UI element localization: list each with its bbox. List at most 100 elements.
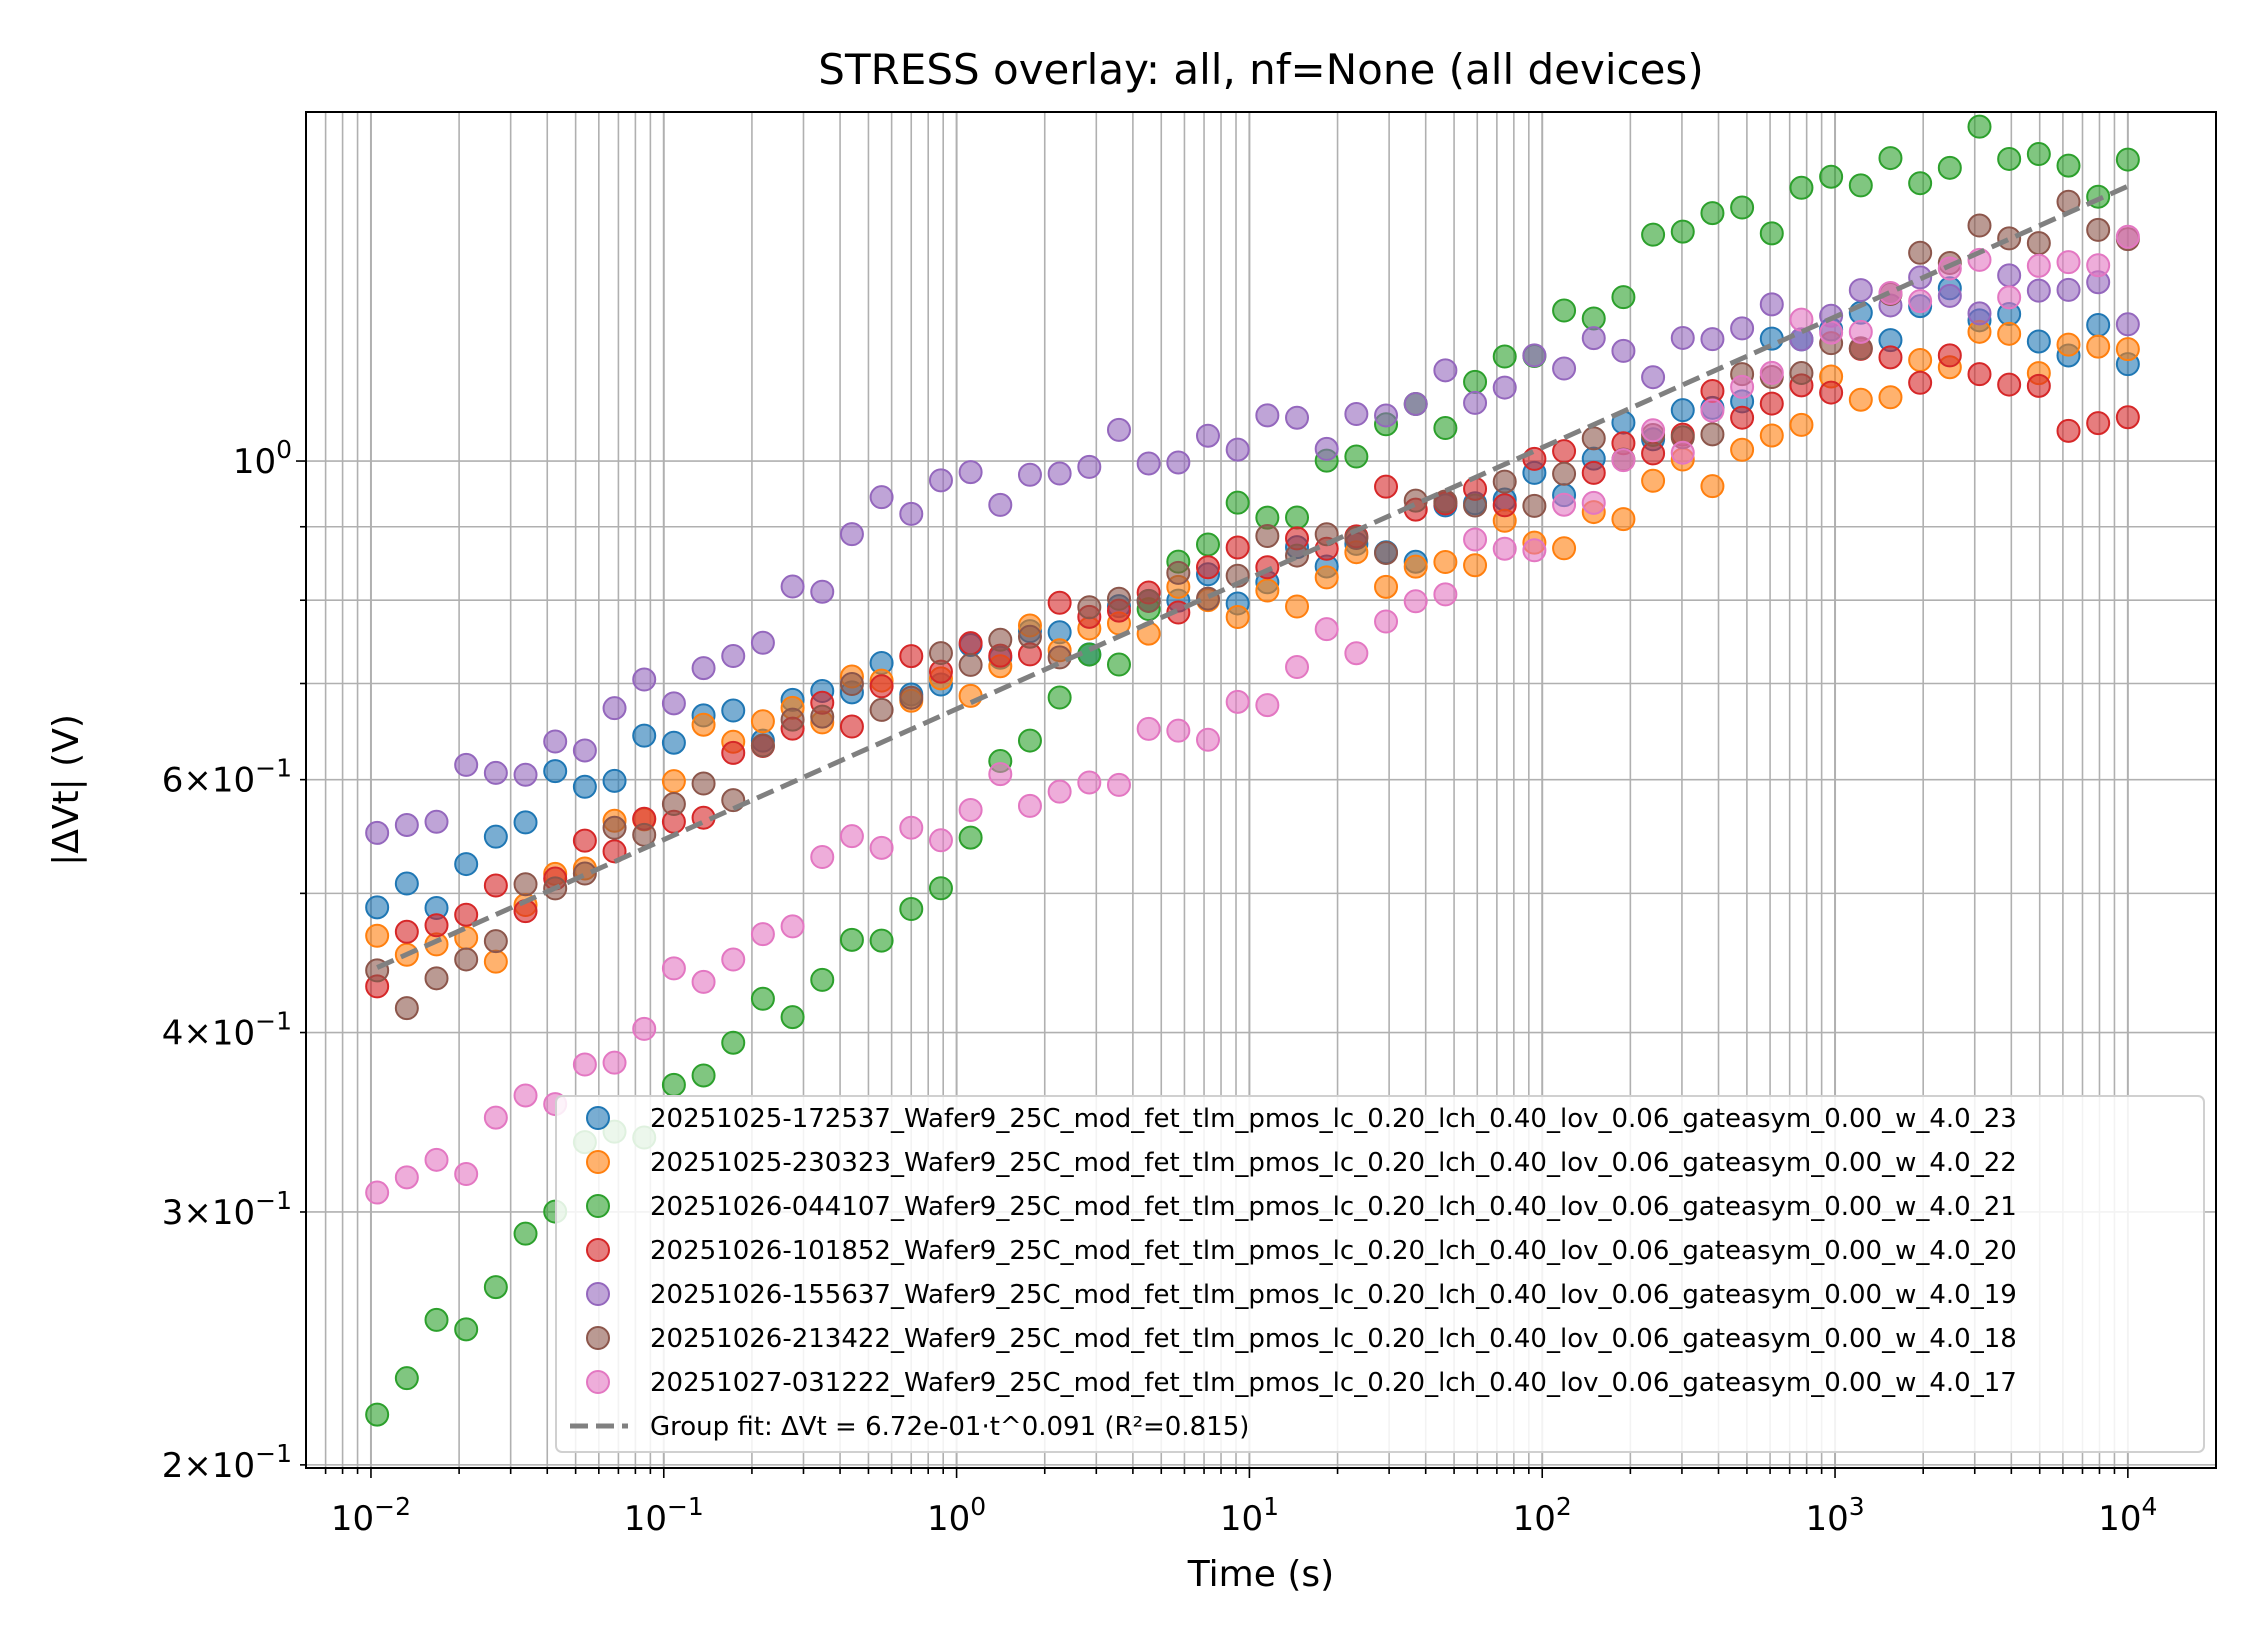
series-1-point xyxy=(721,698,746,723)
series-3-point xyxy=(721,1030,746,1055)
series-7-point xyxy=(1047,779,1072,804)
series-6-point xyxy=(1077,595,1102,620)
series-6-point xyxy=(1700,422,1725,447)
series-1-point xyxy=(2086,313,2111,338)
series-1-point xyxy=(2026,329,2051,354)
series-5-point xyxy=(543,729,568,754)
series-7-point xyxy=(1344,641,1369,666)
series-7-point xyxy=(1403,589,1428,614)
series-5-point xyxy=(2115,312,2140,337)
series-7-point xyxy=(1106,772,1131,797)
series-7-point xyxy=(1166,718,1191,743)
series-5-point xyxy=(632,667,657,692)
series-5-point xyxy=(721,644,746,669)
series-6-point xyxy=(1374,540,1399,565)
series-5-point xyxy=(810,579,835,604)
series-4-point xyxy=(2115,405,2140,430)
series-7-point xyxy=(869,835,894,860)
series-5-point xyxy=(1848,278,1873,303)
series-3-point xyxy=(1848,173,1873,198)
legend-label-2: 20251025-230323_Wafer9_25C_mod_fet_tlm_p… xyxy=(650,1148,2017,1178)
series-6-point xyxy=(928,641,953,666)
series-7-point xyxy=(1136,716,1161,741)
series-3-point xyxy=(483,1275,508,1300)
series-2-point xyxy=(365,923,390,948)
series-2-point xyxy=(1759,423,1784,448)
series-3-point xyxy=(1552,298,1577,323)
series-3-point xyxy=(810,967,835,992)
series-3-point xyxy=(1017,728,1042,753)
series-5-point xyxy=(2026,278,2051,303)
series-3-point xyxy=(1047,685,1072,710)
series-3-point xyxy=(1730,195,1755,220)
series-4-point xyxy=(1225,535,1250,560)
series-5-point xyxy=(1552,356,1577,381)
series-7-point xyxy=(691,969,716,994)
series-7-point xyxy=(750,922,775,947)
x-tick-label: 100 xyxy=(927,1492,986,1539)
series-7-point xyxy=(1285,655,1310,680)
series-5-point xyxy=(1374,403,1399,428)
series-3-point xyxy=(1492,344,1517,369)
series-6-point xyxy=(691,771,716,796)
series-2-point xyxy=(958,683,983,708)
series-5-point xyxy=(750,630,775,655)
series-3-point xyxy=(750,986,775,1011)
series-7-point xyxy=(1196,727,1221,752)
series-1-point xyxy=(602,768,627,793)
series-5-point xyxy=(454,752,479,777)
series-3-point xyxy=(1819,164,1844,189)
series-3-point xyxy=(365,1402,390,1427)
series-2-point xyxy=(1997,321,2022,346)
series-7-point xyxy=(839,824,864,849)
series-7-point xyxy=(899,815,924,840)
series-4-point xyxy=(1581,460,1606,485)
series-2-point xyxy=(1463,553,1488,578)
group-fit-line xyxy=(376,183,2129,970)
series-3-point xyxy=(1670,219,1695,244)
series-7-point xyxy=(721,947,746,972)
series-4-point xyxy=(1878,345,1903,370)
series-6-point xyxy=(2086,217,2111,242)
series-6-point xyxy=(661,792,686,817)
legend-label-7: 20251027-031222_Wafer9_25C_mod_fet_tlm_p… xyxy=(650,1368,2017,1398)
series-5-point xyxy=(1047,461,1072,486)
series-7-point xyxy=(1997,285,2022,310)
series-6-point xyxy=(750,733,775,758)
legend-fit-label: Group fit: ΔVt = 6.72e-01·t^0.091 (R²=0.… xyxy=(650,1412,1249,1442)
series-5-point xyxy=(424,809,449,834)
series-7-point xyxy=(1581,490,1606,515)
series-4-point xyxy=(1967,362,1992,387)
series-6-point xyxy=(1522,493,1547,518)
series-5-point xyxy=(513,762,538,787)
series-5-point xyxy=(1196,423,1221,448)
series-6-point xyxy=(899,685,924,710)
series-6-point xyxy=(602,815,627,840)
series-5-point xyxy=(1017,462,1042,487)
series-7-point xyxy=(1017,793,1042,818)
series-5-point xyxy=(1403,391,1428,416)
series-2-point xyxy=(1374,574,1399,599)
series-3-point xyxy=(394,1366,419,1391)
series-5-point xyxy=(1611,338,1636,363)
series-5-point xyxy=(1285,405,1310,430)
y-tick-label: 2×10−1 xyxy=(162,1439,292,1486)
series-4-point xyxy=(1492,493,1517,518)
series-6-point xyxy=(1581,426,1606,451)
series-1-point xyxy=(454,852,479,877)
series-2-point xyxy=(1314,565,1339,590)
x-tick-label: 10−2 xyxy=(331,1492,411,1539)
series-7-point xyxy=(1552,492,1577,517)
series-1-point xyxy=(661,730,686,755)
series-7-point xyxy=(1819,320,1844,345)
series-5-point xyxy=(1225,437,1250,462)
series-2-point xyxy=(1908,348,1933,373)
series-3-point xyxy=(1641,222,1666,247)
series-7-point xyxy=(394,1165,419,1190)
series-4-point xyxy=(1730,405,1755,430)
series-2-point xyxy=(661,769,686,794)
series-4-point xyxy=(1759,391,1784,416)
series-4-point xyxy=(1937,343,1962,368)
series-7-point xyxy=(1700,398,1725,423)
